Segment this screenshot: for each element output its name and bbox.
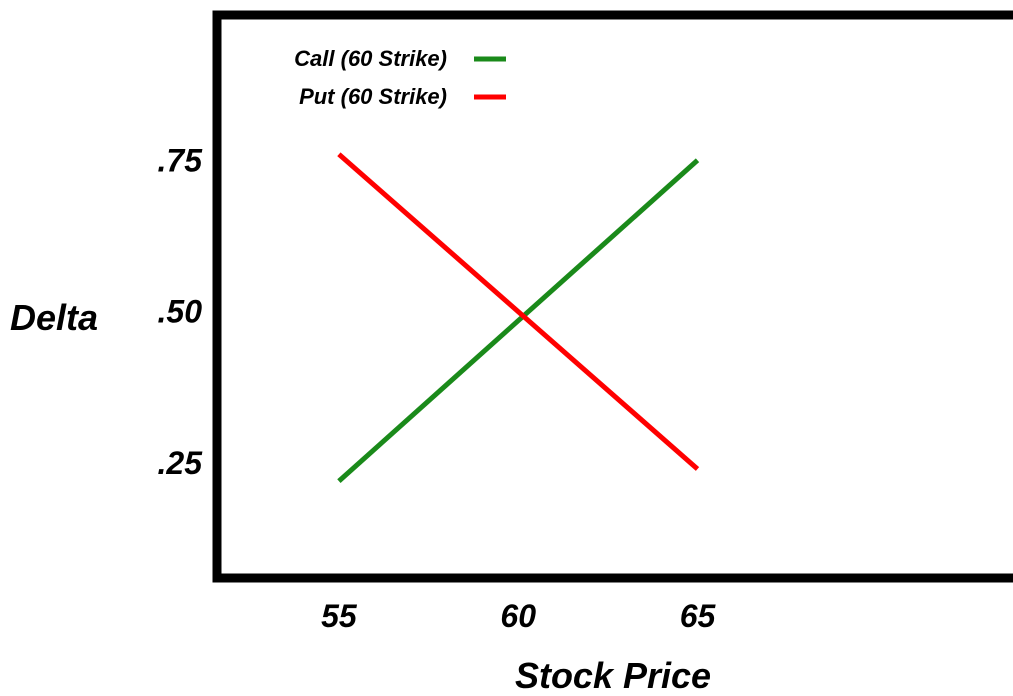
y-tick-labels: .75 .50 .25: [158, 142, 204, 481]
y-tick-label: .50: [158, 294, 203, 330]
x-tick-label: 55: [321, 598, 358, 634]
y-tick-label: .25: [158, 445, 204, 481]
x-tick-label: 60: [500, 598, 536, 634]
series-line-call: [337, 158, 700, 483]
x-tick-label: 65: [680, 598, 717, 634]
x-axis-title: Stock Price: [515, 655, 711, 691]
legend-label-call: Call (60 Strike): [294, 46, 447, 71]
y-axis-title: Delta: [10, 297, 98, 338]
series-line-put: [337, 152, 700, 471]
y-tick-label: .75: [158, 142, 204, 178]
x-tick-labels: 55 60 65: [321, 598, 716, 634]
legend-label-put: Put (60 Strike): [299, 84, 447, 109]
plot-frame: [212, 10, 1013, 583]
series-layer: [337, 152, 700, 483]
legend: Call (60 Strike) Put (60 Strike): [294, 46, 506, 109]
